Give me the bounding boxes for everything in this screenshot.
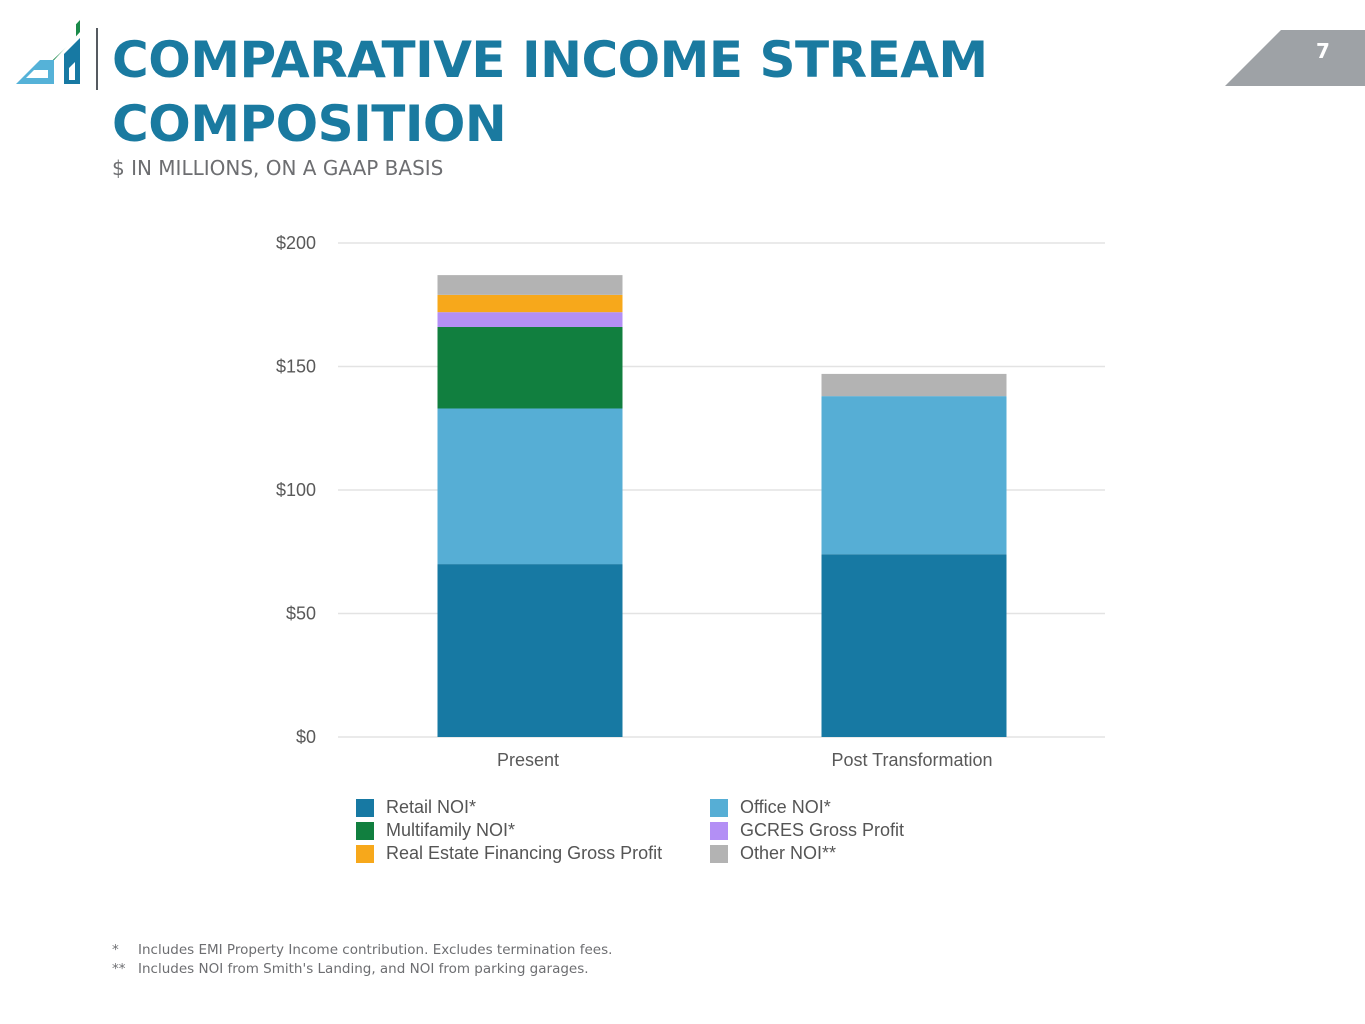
legend-swatch-retail [356, 798, 374, 817]
legend-swatch-gcres [710, 821, 728, 840]
y-tick-label: $0 [296, 727, 316, 747]
legend-label: GCRES Gross Profit [740, 820, 905, 840]
footnote-2: ** Includes NOI from Smith's Landing, an… [112, 960, 612, 979]
x-axis-ticks: Present Post Transformation [497, 750, 993, 770]
bar-segment [437, 326, 623, 409]
legend-label: Other NOI** [740, 843, 837, 863]
footnote-mark: * [112, 942, 119, 958]
company-logo [16, 20, 80, 84]
legend-item-multifamily: Multifamily NOI* [356, 819, 515, 842]
bars [437, 275, 1007, 737]
y-tick-label: $200 [276, 233, 316, 253]
bar-segment [437, 275, 623, 295]
legend-label: Office NOI* [740, 797, 831, 817]
bar-segment [437, 294, 623, 313]
footnote-mark: ** [112, 961, 126, 977]
bar-segment [821, 373, 1007, 397]
legend-label: Real Estate Financing Gross Profit [386, 843, 663, 863]
footnote-1: * Includes EMI Property Income contribut… [112, 941, 612, 960]
page-number: 7 [1316, 39, 1330, 63]
legend-item-financing: Real Estate Financing Gross Profit [356, 842, 662, 865]
header-divider [96, 28, 98, 90]
bar-segment [821, 554, 1007, 737]
y-axis-ticks: $0 $50 $100 $150 $200 [276, 233, 316, 747]
legend-item-retail: Retail NOI* [356, 796, 476, 819]
bar-segment [821, 396, 1007, 555]
bar-segment [437, 408, 623, 565]
x-tick-label: Post Transformation [831, 750, 992, 770]
legend-item-office: Office NOI* [710, 796, 831, 819]
page-subtitle: $ IN MILLIONS, ON A GAAP BASIS [112, 156, 444, 180]
footnotes: * Includes EMI Property Income contribut… [112, 941, 612, 979]
y-tick-label: $50 [286, 604, 316, 624]
legend-swatch-financing [356, 844, 374, 863]
page-number-tab [1225, 30, 1365, 86]
legend-swatch-multifamily [356, 821, 374, 840]
footnote-text: Includes EMI Property Income contributio… [138, 942, 613, 958]
page-title: COMPARATIVE INCOME STREAM COMPOSITION [112, 31, 988, 153]
legend-label: Multifamily NOI* [386, 820, 516, 840]
legend-label: Retail NOI* [386, 797, 477, 817]
bar-segment [437, 564, 623, 737]
bar-segment [437, 312, 623, 327]
legend-swatch-office [710, 798, 728, 817]
legend-swatch-other [710, 844, 728, 863]
x-tick-label: Present [497, 750, 559, 770]
y-tick-label: $100 [276, 480, 316, 500]
legend-item-gcres: GCRES Gross Profit [710, 819, 904, 842]
footnote-text: Includes NOI from Smith's Landing, and N… [138, 961, 589, 977]
legend-item-other: Other NOI** [710, 842, 836, 865]
y-tick-label: $150 [276, 357, 316, 377]
